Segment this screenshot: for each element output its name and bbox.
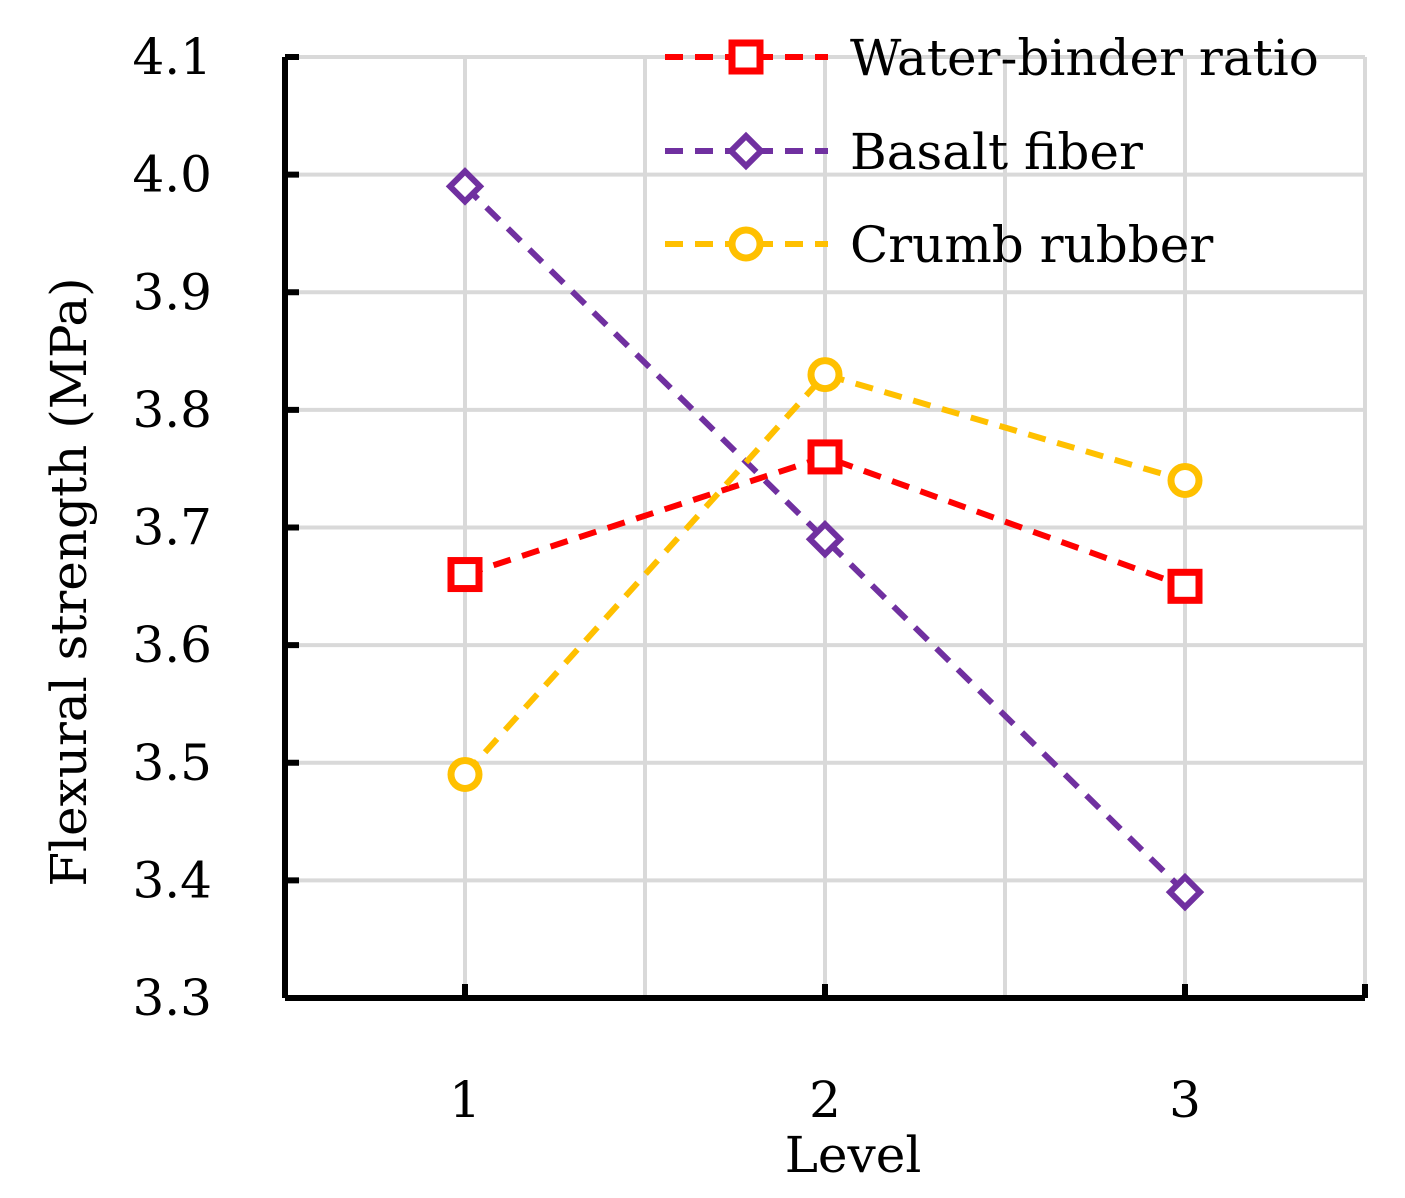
legend-marker	[728, 39, 764, 75]
data-point	[447, 557, 483, 593]
y-tick-label: 3.6	[132, 616, 212, 674]
x-tick-label: 3	[1169, 1071, 1201, 1129]
x-axis-title: Level	[785, 1126, 922, 1184]
x-tick-label: 2	[809, 1071, 841, 1129]
data-point	[1167, 568, 1203, 604]
data-point	[807, 357, 843, 393]
y-tick-label: 3.3	[132, 969, 212, 1027]
x-tick-label: 1	[449, 1071, 481, 1129]
legend-label: Crumb rubber	[850, 216, 1213, 274]
series-crumb-rubber	[447, 357, 1203, 793]
grid	[283, 55, 1367, 1000]
series-line	[464, 453, 1187, 590]
y-axis-title: Flexural strength (MPa)	[40, 277, 98, 886]
y-tick-label: 3.8	[132, 381, 212, 439]
legend-label: Basalt fiber	[850, 123, 1143, 181]
legend-marker	[726, 131, 766, 171]
series-water-binder-ratio	[447, 439, 1203, 604]
series-group	[445, 167, 1205, 912]
legend-marker	[728, 226, 764, 262]
data-point	[1165, 872, 1205, 912]
series-basalt-fiber	[445, 167, 1205, 912]
data-point	[805, 520, 845, 559]
axes: 3.3 3.4 3.5 3.6 3.7 3.8 3.9 4.0 4.1 1 2 3	[132, 28, 1368, 1129]
series-line	[462, 184, 1188, 895]
data-point	[807, 439, 843, 475]
series-line	[462, 371, 1186, 777]
y-tick-label: 3.5	[132, 734, 212, 792]
y-tick-label: 4.1	[132, 28, 212, 86]
legend-item: Crumb rubber	[665, 216, 1213, 274]
legend-item: Water-binder ratio	[665, 29, 1319, 87]
y-tick-label: 3.9	[132, 263, 212, 321]
data-point	[1167, 462, 1203, 498]
data-point	[445, 167, 485, 206]
y-tick-label: 4.0	[132, 146, 212, 204]
legend-item: Basalt fiber	[665, 123, 1143, 181]
y-tick-label: 3.4	[132, 851, 212, 909]
y-tick-label: 3.7	[132, 499, 212, 557]
legend: Water-binder ratio Basalt fiber Crumb rubb…	[665, 29, 1319, 274]
data-point	[447, 757, 483, 793]
legend-label: Water-binder ratio	[850, 29, 1319, 87]
